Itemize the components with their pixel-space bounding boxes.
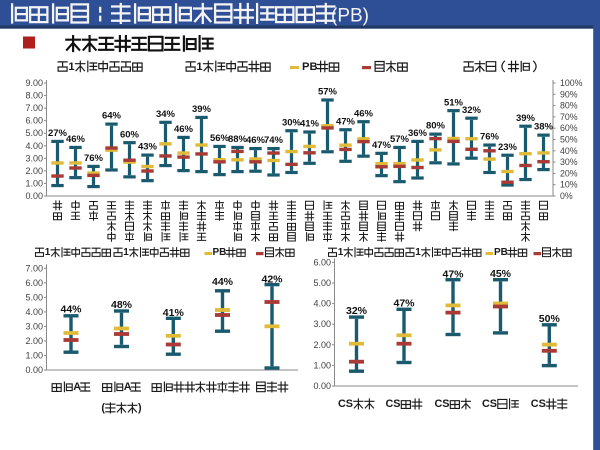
svg-text:): ) [138,402,142,414]
svg-text:2.00: 2.00 [25,336,43,346]
svg-text:39%: 39% [516,113,536,124]
svg-text:56%: 56% [210,133,230,144]
svg-text:47%: 47% [372,140,392,151]
svg-text:CS: CS [338,398,353,410]
svg-text:1.00: 1.00 [25,351,43,361]
svg-text:20%: 20% [560,168,578,178]
svg-text:1: 1 [415,247,421,258]
svg-text:88%: 88% [228,134,248,145]
svg-text:6.00: 6.00 [25,278,43,288]
svg-text:57%: 57% [390,134,410,145]
svg-text:1.00: 1.00 [313,360,331,370]
svg-text:50%: 50% [560,135,578,145]
svg-text:5.00: 5.00 [25,128,43,138]
svg-text:39%: 39% [192,104,212,115]
svg-text:5.00: 5.00 [25,292,43,302]
svg-text:27%: 27% [48,128,68,139]
svg-text:0%: 0% [560,191,573,201]
svg-text:47%: 47% [442,268,464,280]
svg-text:70%: 70% [560,112,578,122]
svg-text:34%: 34% [156,109,176,120]
svg-text:0.00: 0.00 [25,191,43,201]
svg-text:46%: 46% [174,124,194,135]
svg-text:PB: PB [494,247,508,258]
svg-text:0.00: 0.00 [25,365,43,375]
svg-text:44%: 44% [60,303,82,315]
svg-text:46%: 46% [354,108,374,119]
svg-text:43%: 43% [138,142,158,153]
svg-text:36%: 36% [408,128,428,139]
svg-text:4.00: 4.00 [25,307,43,317]
svg-text:PB: PB [213,247,227,258]
svg-text:6.00: 6.00 [25,116,43,126]
svg-text:A: A [73,381,81,393]
svg-text:9.00: 9.00 [25,78,43,88]
svg-text:44%: 44% [212,276,234,288]
svg-text:32%: 32% [346,305,368,317]
svg-text:41%: 41% [163,307,185,319]
svg-text:10%: 10% [560,180,578,190]
svg-text:0.00: 0.00 [313,381,331,391]
svg-text:CS: CS [531,398,546,410]
svg-text:(PB): (PB) [331,6,369,27]
svg-text:4.00: 4.00 [25,141,43,151]
svg-text:23%: 23% [498,142,518,153]
svg-text:41%: 41% [300,119,320,130]
svg-text:4.00: 4.00 [313,299,331,309]
svg-text:1.00: 1.00 [25,178,43,188]
svg-text:1: 1 [68,61,74,73]
svg-text:46%: 46% [66,134,86,145]
svg-text:3.00: 3.00 [25,321,43,331]
svg-text:30%: 30% [560,157,578,167]
svg-text:57%: 57% [318,87,338,98]
svg-text:76%: 76% [480,132,500,143]
svg-text:32%: 32% [462,105,482,116]
svg-text:60%: 60% [560,123,578,133]
svg-text:5.00: 5.00 [313,278,331,288]
svg-text:47%: 47% [336,116,356,127]
svg-text:76%: 76% [84,153,104,164]
svg-text:2.00: 2.00 [25,166,43,176]
svg-text:51%: 51% [444,97,464,108]
svg-text:80%: 80% [426,121,446,132]
svg-text:1: 1 [196,61,202,73]
svg-text:42%: 42% [261,274,283,286]
svg-text:CS: CS [386,398,401,410]
svg-text:48%: 48% [111,299,133,311]
svg-text:100%: 100% [560,78,583,88]
svg-text:30%: 30% [282,117,302,128]
svg-text:1: 1 [338,247,344,258]
svg-text:6.00: 6.00 [313,257,331,267]
svg-text:46%: 46% [246,135,266,146]
svg-text:1: 1 [123,247,129,258]
svg-text:CS: CS [435,398,450,410]
svg-text:CS: CS [482,398,497,410]
svg-text:7.00: 7.00 [25,263,43,273]
svg-text:2.00: 2.00 [313,340,331,350]
svg-text:1: 1 [45,247,51,258]
svg-text:40%: 40% [560,146,578,156]
svg-text:(: ( [101,402,105,414]
svg-text:PB: PB [302,61,318,73]
svg-text:47%: 47% [393,297,415,309]
svg-text:50%: 50% [539,313,561,325]
svg-text:60%: 60% [120,129,140,140]
svg-text:90%: 90% [560,89,578,99]
svg-text:45%: 45% [490,268,512,280]
svg-text:74%: 74% [264,135,284,146]
svg-text:64%: 64% [102,111,122,122]
svg-text:8.00: 8.00 [25,91,43,101]
svg-text:80%: 80% [560,101,578,111]
svg-text:3.00: 3.00 [25,153,43,163]
svg-text:7.00: 7.00 [25,103,43,113]
svg-text:3.00: 3.00 [313,319,331,329]
svg-text:38%: 38% [534,122,554,133]
svg-text:A: A [124,381,132,393]
